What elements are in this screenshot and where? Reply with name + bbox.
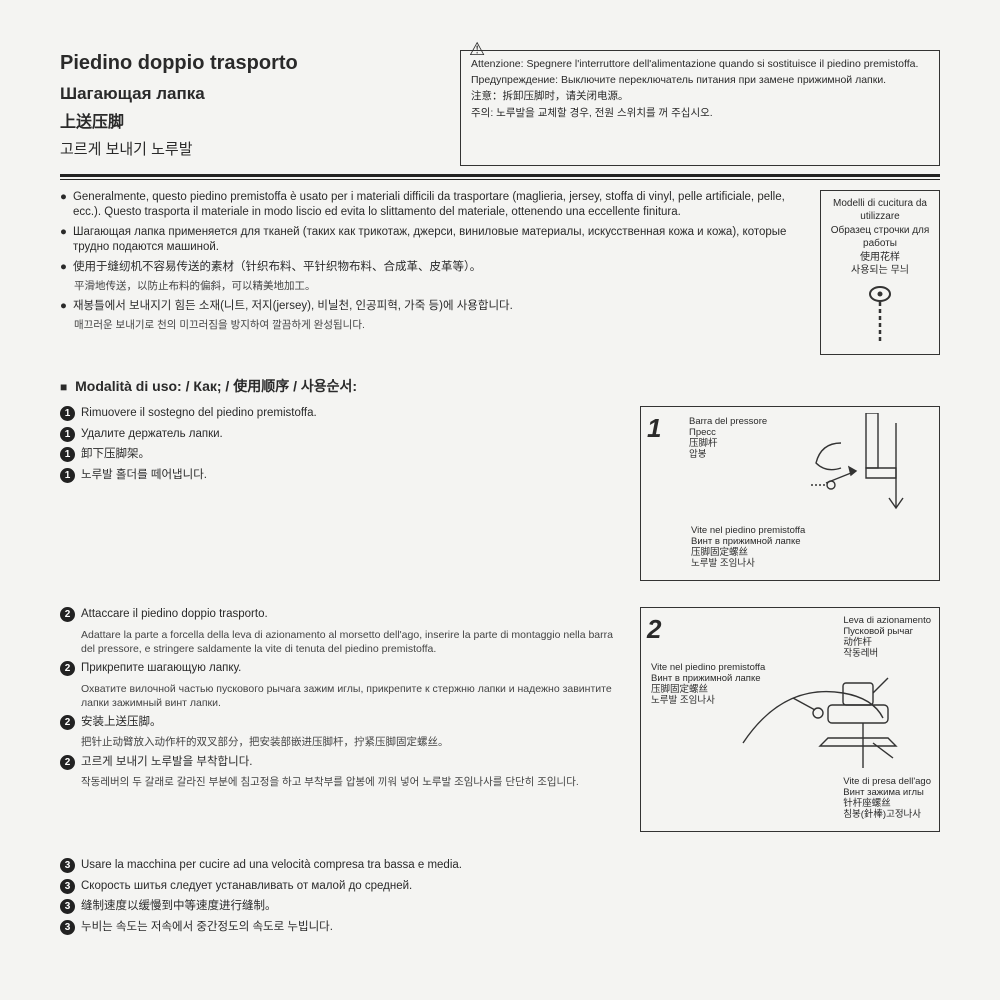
step-number-icon: 3 [60,858,75,873]
pattern-box: Modelli di cucitura da utilizzare Образе… [820,190,940,356]
bullet-icon: ● [60,260,67,276]
diagram-1-sketch [781,413,931,513]
step2-it-b: Adattare la parte a forcella della leva … [81,628,620,656]
step3-text: 3 Usare la macchina per cucire ad una vel… [60,858,940,935]
pattern-it: Modelli di cucitura da utilizzare [825,197,935,224]
diagram-1: 1 Barra del pressore Пресс 压脚杆 압봉 Vite n… [640,406,940,581]
diagram-number: 2 [647,612,661,647]
step1-it: Rimuovere il sostegno del piedino premis… [81,406,317,422]
title-it: Piedino doppio trasporto [60,50,440,77]
diag2-label-lever: Leva di azionamento Пусковой рычаг 动作杆 작… [843,616,931,660]
pattern-cn: 使用花样 [825,251,935,265]
square-bullet-icon: ■ [60,380,67,394]
title-kr: 고르게 보내기 노루발 [60,140,440,160]
title-cn: 上送压脚 [60,112,440,134]
pattern-ru: Образец строчки для работы [825,224,935,251]
intro-row: ●Generalmente, questo piedino premistoff… [60,190,940,356]
step-number-icon: 3 [60,879,75,894]
section-heading-text: Modalità di uso: / Как; / 使用顺序 / 사용순서: [75,378,357,394]
step-number-icon: 3 [60,920,75,935]
diag2-label-needle-screw: Vite di presa dell'ago Винт зажима иглы … [843,777,931,821]
step2-cn-b: 把针止动臂放入动作杆的双叉部分，把安装部嵌进压脚杆，拧紧压脚固定螺丝。 [81,735,620,749]
step1-kr: 노루발 홀더를 떼어냅니다. [81,468,207,484]
step2-kr-h: 고르게 보내기 노루발을 부착합니다. [81,755,252,771]
stitch-pattern-icon [860,284,900,344]
step2-ru-h: Прикрепите шагающую лапку. [81,661,241,677]
step3-it: Usare la macchina per cucire ad una velo… [81,858,462,874]
warning-box: ⚠ Attenzione: Spegnere l'interruttore de… [460,50,940,166]
step2-text: 2Attaccare il piedino doppio trasporto. … [60,607,620,832]
step-number-icon: 1 [60,406,75,421]
divider-thick [60,174,940,177]
intro-cn2: 平滑地传送，以防止布料的偏斜，可以精美地加工。 [74,279,806,293]
step1-cn: 卸下压脚架。 [81,447,150,463]
bullet-icon: ● [60,299,67,315]
diag1-label-screw: Vite nel piedino premistoffa Винт в приж… [691,526,805,570]
step-number-icon: 2 [60,715,75,730]
step-number-icon: 2 [60,607,75,622]
warn-cn: 注意：拆卸压脚时，请关闭电源。 [471,89,929,103]
intro-kr2: 매끄러운 보내기로 천의 미끄러짐을 방지하여 깔끔하게 완성됩니다. [74,318,806,332]
step-number-icon: 2 [60,661,75,676]
diagram-number: 1 [647,411,661,446]
diagram-2-sketch [733,663,933,783]
section-heading: ■ Modalità di uso: / Как; / 使用顺序 / 사용순서: [60,377,940,396]
pattern-kr: 사용되는 무늬 [825,264,935,278]
step2-row: 2Attaccare il piedino doppio trasporto. … [60,607,940,832]
divider-thin [60,179,940,180]
step-number-icon: 3 [60,899,75,914]
intro-text: ●Generalmente, questo piedino premistoff… [60,190,806,356]
intro-it: Generalmente, questo piedino premistoffa… [73,190,806,221]
step2-cn-h: 安装上送压脚。 [81,715,162,731]
step3-kr: 누비는 속도는 저속에서 중간정도의 속도로 누빕니다. [81,920,333,936]
step-number-icon: 1 [60,427,75,442]
intro-ru: Шагающая лапка применяется для тканей (т… [73,225,806,256]
step-number-icon: 1 [60,468,75,483]
step-number-icon: 1 [60,447,75,462]
warn-ru: Предупреждение: Выключите переключатель … [471,73,929,87]
warn-it: Attenzione: Spegnere l'interruttore dell… [471,57,929,71]
step2-it-h: Attaccare il piedino doppio trasporto. [81,607,268,623]
header-row: Piedino doppio trasporto Шагающая лапка … [60,50,940,166]
step3-cn: 缝制速度以缓慢到中等速度进行缝制。 [81,899,277,915]
step2-kr-b: 작동레버의 두 갈래로 갈라진 부분에 침고정을 하고 부착부를 압봉에 끼워 … [81,775,620,789]
intro-cn1: 使用于缝纫机不容易传送的素材（针织布料、平针织物布料、合成革、皮革等）。 [73,260,481,276]
warn-kr: 주의: 노루발을 교체할 경우, 전원 스위치를 꺼 주십시오. [471,106,929,120]
step-number-icon: 2 [60,755,75,770]
diagram-2: 2 Leva di azionamento Пусковой рычаг 动作杆… [640,607,940,832]
diag1-label-presser-bar: Barra del pressore Пресс 压脚杆 압봉 [689,417,767,461]
bullet-icon: ● [60,190,67,221]
step2-ru-b: Охватите вилочной частью пускового рычаг… [81,682,620,710]
warning-icon: ⚠ [469,37,485,61]
step1-row: 1 Rimuovere il sostegno del piedino premi… [60,406,940,581]
bullet-icon: ● [60,225,67,256]
title-block: Piedino doppio trasporto Шагающая лапка … [60,50,440,166]
step3-ru: Скорость шитья следует устанавливать от … [81,879,412,895]
intro-kr1: 재봉틀에서 보내지기 힘든 소재(니트, 저지(jersey), 비닐천, 인공… [73,299,513,315]
title-ru: Шагающая лапка [60,83,440,106]
step1-text: 1 Rimuovere il sostegno del piedino premi… [60,406,620,581]
step1-ru: Удалите держатель лапки. [81,427,223,443]
